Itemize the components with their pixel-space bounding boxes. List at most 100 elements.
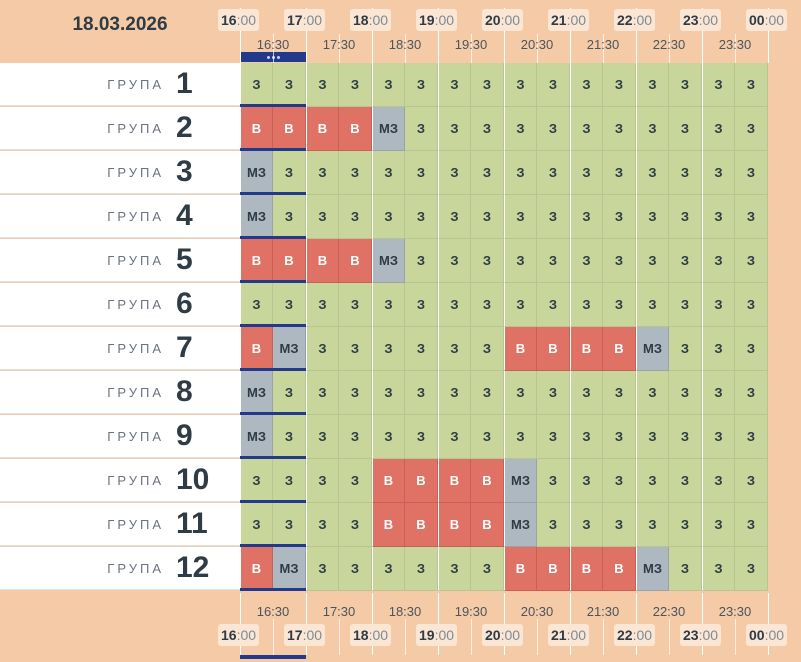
slot-cell[interactable]: З (702, 503, 735, 547)
slot-cell[interactable]: В (273, 107, 306, 151)
slot-cell[interactable]: З (339, 63, 372, 107)
slot-cell[interactable]: З (669, 415, 702, 459)
slot-cell[interactable]: З (372, 195, 405, 239)
slot-cell[interactable]: З (669, 327, 702, 371)
slot-cell[interactable]: З (306, 195, 339, 239)
slot-cell[interactable]: З (570, 415, 603, 459)
slot-cell[interactable]: З (306, 327, 339, 371)
slot-cell[interactable]: З (702, 371, 735, 415)
slot-cell[interactable]: З (405, 327, 438, 371)
slot-cell[interactable]: З (504, 283, 537, 327)
slot-cell[interactable]: З (636, 239, 669, 283)
slot-cell[interactable]: З (438, 547, 471, 591)
slot-cell[interactable]: З (669, 547, 702, 591)
slot-cell[interactable]: З (438, 107, 471, 151)
slot-cell[interactable]: З (636, 283, 669, 327)
slot-cell[interactable]: З (504, 371, 537, 415)
slot-cell[interactable]: З (504, 415, 537, 459)
slot-cell[interactable]: З (735, 503, 768, 547)
slot-cell[interactable]: З (669, 371, 702, 415)
slot-cell[interactable]: З (405, 107, 438, 151)
slot-cell[interactable]: З (636, 63, 669, 107)
slot-cell[interactable]: З (537, 371, 570, 415)
slot-cell[interactable]: З (603, 503, 636, 547)
slot-cell[interactable]: В (504, 547, 537, 591)
slot-cell[interactable]: З (735, 283, 768, 327)
slot-cell[interactable]: З (537, 283, 570, 327)
slot-cell[interactable]: З (537, 151, 570, 195)
slot-cell[interactable]: МЗ (372, 107, 405, 151)
slot-cell[interactable]: З (438, 415, 471, 459)
slot-cell[interactable]: З (570, 195, 603, 239)
slot-cell[interactable]: З (669, 503, 702, 547)
slot-cell[interactable]: З (669, 151, 702, 195)
slot-cell[interactable]: МЗ (636, 327, 669, 371)
slot-cell[interactable]: З (306, 63, 339, 107)
slot-cell[interactable]: В (240, 239, 273, 283)
slot-cell[interactable]: З (504, 63, 537, 107)
slot-cell[interactable]: З (603, 459, 636, 503)
slot-cell[interactable]: В (471, 503, 504, 547)
slot-cell[interactable]: З (570, 107, 603, 151)
slot-cell[interactable]: З (339, 151, 372, 195)
slot-cell[interactable]: З (636, 107, 669, 151)
slot-cell[interactable]: З (471, 151, 504, 195)
slot-cell[interactable]: З (471, 327, 504, 371)
slot-cell[interactable]: З (372, 371, 405, 415)
slot-cell[interactable]: З (735, 63, 768, 107)
slot-cell[interactable]: В (372, 459, 405, 503)
slot-cell[interactable]: З (603, 415, 636, 459)
slot-cell[interactable]: З (405, 371, 438, 415)
slot-cell[interactable]: З (636, 415, 669, 459)
slot-cell[interactable]: З (438, 239, 471, 283)
slot-cell[interactable]: З (306, 459, 339, 503)
slot-cell[interactable]: З (471, 107, 504, 151)
slot-cell[interactable]: З (504, 239, 537, 283)
slot-cell[interactable]: З (438, 195, 471, 239)
slot-cell[interactable]: З (372, 63, 405, 107)
slot-cell[interactable]: З (273, 415, 306, 459)
slot-cell[interactable]: З (405, 63, 438, 107)
slot-cell[interactable]: З (702, 327, 735, 371)
slot-cell[interactable]: З (702, 459, 735, 503)
slot-cell[interactable]: З (537, 459, 570, 503)
slot-cell[interactable]: З (438, 371, 471, 415)
slot-cell[interactable]: В (504, 327, 537, 371)
slot-cell[interactable]: МЗ (504, 459, 537, 503)
slot-cell[interactable]: З (636, 195, 669, 239)
slot-cell[interactable]: З (372, 547, 405, 591)
slot-cell[interactable]: В (240, 547, 273, 591)
slot-cell[interactable]: З (438, 327, 471, 371)
slot-cell[interactable]: З (372, 415, 405, 459)
slot-cell[interactable]: З (339, 459, 372, 503)
slot-cell[interactable]: В (537, 327, 570, 371)
slot-cell[interactable]: З (273, 371, 306, 415)
slot-cell[interactable]: З (702, 283, 735, 327)
slot-cell[interactable]: З (735, 151, 768, 195)
slot-cell[interactable]: З (504, 151, 537, 195)
slot-cell[interactable]: З (273, 503, 306, 547)
slot-cell[interactable]: В (273, 239, 306, 283)
slot-cell[interactable]: З (405, 283, 438, 327)
slot-cell[interactable]: З (405, 239, 438, 283)
slot-cell[interactable]: З (372, 283, 405, 327)
slot-cell[interactable]: МЗ (240, 195, 273, 239)
slot-cell[interactable]: З (339, 327, 372, 371)
slot-cell[interactable]: З (339, 547, 372, 591)
slot-cell[interactable]: З (405, 547, 438, 591)
slot-cell[interactable]: З (240, 63, 273, 107)
slot-cell[interactable]: З (471, 415, 504, 459)
slot-cell[interactable]: З (702, 107, 735, 151)
slot-cell[interactable]: МЗ (240, 371, 273, 415)
slot-cell[interactable]: В (339, 107, 372, 151)
slot-cell[interactable]: З (240, 503, 273, 547)
slot-cell[interactable]: МЗ (273, 547, 306, 591)
slot-cell[interactable]: В (405, 459, 438, 503)
slot-cell[interactable]: З (537, 63, 570, 107)
slot-cell[interactable]: З (603, 239, 636, 283)
slot-cell[interactable]: З (603, 107, 636, 151)
slot-cell[interactable]: З (339, 371, 372, 415)
slot-cell[interactable]: З (669, 239, 702, 283)
slot-cell[interactable]: З (471, 195, 504, 239)
slot-cell[interactable]: В (570, 327, 603, 371)
